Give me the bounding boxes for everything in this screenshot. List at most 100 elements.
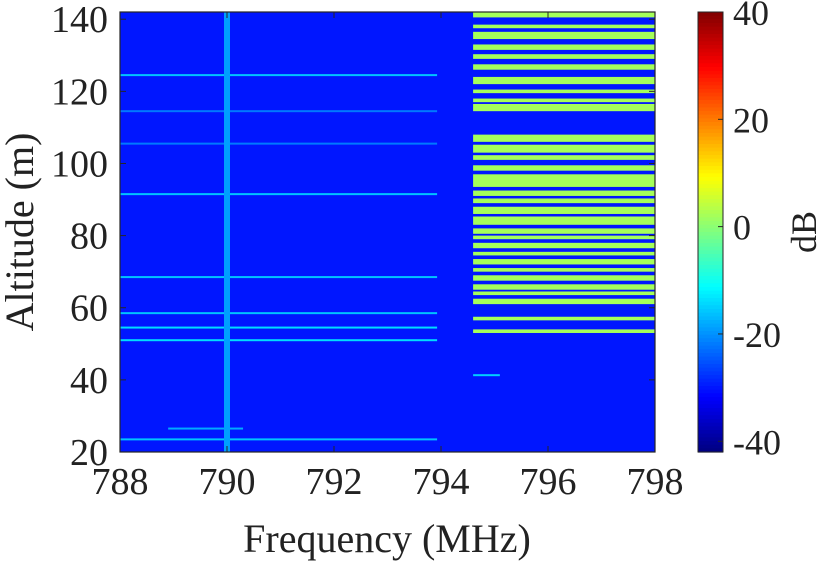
colorbar-segment [698, 103, 723, 108]
colorbar-segment [698, 151, 723, 156]
colorbar-segment [698, 206, 723, 211]
colorbar-segment [698, 283, 723, 288]
heatmap-cell-band [473, 155, 655, 160]
colorbar-segment [698, 254, 723, 259]
heatmap-cell-band [473, 98, 655, 103]
colorbar-segment [698, 67, 723, 72]
colorbar-segment [698, 96, 723, 101]
colorbar-segment [698, 23, 723, 28]
colorbar-frame [697, 11, 724, 453]
colorbar-segment [698, 290, 723, 295]
x-tick-label: 792 [306, 461, 363, 503]
colorbar-segment [698, 221, 723, 226]
plot-frame [119, 11, 656, 453]
heatmap-cell-band [473, 31, 655, 40]
heatmap-cell-band [473, 242, 655, 249]
y-tick-label: 140 [51, 0, 108, 41]
colorbar-segment [698, 276, 723, 281]
colorbar-segment [698, 298, 723, 303]
heatmap-line [120, 312, 438, 315]
colorbar-segment [698, 180, 723, 185]
colorbar-segment [698, 63, 723, 68]
colorbar-segment [698, 162, 723, 167]
colorbar-segment [698, 45, 723, 50]
colorbar-segment [698, 59, 723, 64]
heatmap-cell-band [473, 284, 655, 290]
colorbar-segment [698, 52, 723, 57]
colorbar-segment [698, 191, 723, 196]
colorbar-segment [698, 89, 723, 94]
y-axis-label: Altitude (m) [0, 133, 42, 332]
colorbar-segment [698, 430, 723, 435]
y-tick-label: 120 [51, 71, 108, 113]
colorbar-segment [698, 272, 723, 277]
colorbar-segment [698, 378, 723, 383]
colorbar-segment [698, 169, 723, 174]
colorbar-segment [698, 400, 723, 405]
colorbar-segment [698, 257, 723, 262]
heatmap-cell-band [473, 54, 655, 59]
heatmap-cell-band [473, 259, 655, 265]
y-tick-label: 100 [51, 143, 108, 185]
colorbar-segment [698, 224, 723, 229]
colorbar-segment [698, 334, 723, 339]
heatmap-line [120, 326, 438, 329]
x-tick-label: 790 [199, 461, 256, 503]
colorbar-segment [698, 114, 723, 119]
colorbar-segment [698, 210, 723, 215]
colorbar-segment [698, 177, 723, 182]
colorbar-segment [698, 323, 723, 328]
heatmap-line [120, 110, 438, 113]
colorbar-segment [698, 195, 723, 200]
heatmap-cell-band [473, 275, 655, 281]
y-tick-label: 80 [70, 216, 108, 258]
colorbar-tick-label: 20 [733, 100, 769, 140]
heatmap-cell-band [473, 144, 655, 153]
colorbar-segment [698, 320, 723, 325]
heatmap-cell-band [473, 216, 655, 225]
colorbar-segment [698, 393, 723, 398]
colorbar-segment [698, 155, 723, 160]
heatmap-cell-band [473, 206, 655, 214]
colorbar-segment [698, 147, 723, 152]
colorbar-segment [698, 118, 723, 123]
colorbar-segment [698, 389, 723, 394]
colorbar-segment [698, 19, 723, 24]
x-tick-label: 798 [627, 461, 684, 503]
heatmap-line [120, 438, 438, 441]
colorbar-segment [698, 382, 723, 387]
colorbar-segment [698, 136, 723, 141]
y-tick-label: 40 [70, 360, 108, 402]
heatmap-cell-band [473, 89, 655, 94]
colorbar-segment [698, 404, 723, 409]
colorbar-segment [698, 41, 723, 46]
colorbar-segment [698, 56, 723, 61]
colorbar-segment [698, 74, 723, 79]
heatmap-narrowband-line [224, 12, 230, 452]
colorbar-segment [698, 37, 723, 42]
colorbar-segment [698, 287, 723, 292]
colorbar-segment [698, 133, 723, 138]
heatmap-cell-band [473, 190, 655, 196]
colorbar-segment [698, 85, 723, 90]
colorbar-segment [698, 15, 723, 20]
colorbar-segment [698, 371, 723, 376]
colorbar-segment [698, 345, 723, 350]
heatmap-cell-band [473, 174, 655, 187]
colorbar-segment [698, 239, 723, 244]
heatmap-line-partial [473, 374, 500, 377]
colorbar-segment [698, 261, 723, 266]
colorbar-segment [698, 111, 723, 116]
colorbar-segment [698, 34, 723, 39]
heatmap-line [120, 142, 438, 145]
colorbar-segment [698, 411, 723, 416]
colorbar-segment [698, 305, 723, 310]
colorbar-segment [698, 122, 723, 127]
colorbar-segment [698, 268, 723, 273]
colorbar-segment [698, 265, 723, 270]
colorbar-segment [698, 213, 723, 218]
colorbar-tick-label: 40 [733, 0, 769, 33]
colorbar-segment [698, 107, 723, 112]
colorbar-segment [698, 228, 723, 233]
